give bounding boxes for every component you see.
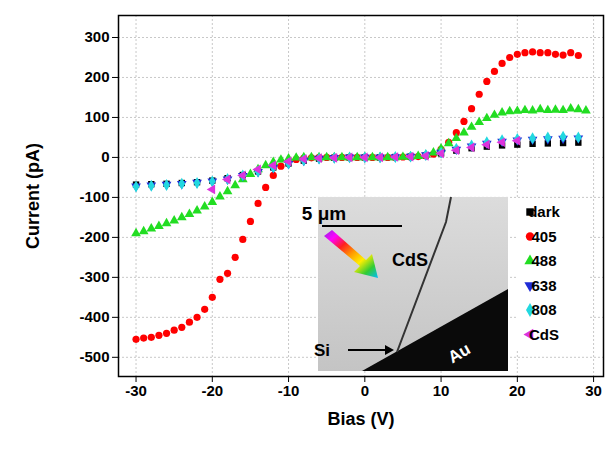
svg-text:-400: -400 [79, 308, 109, 325]
svg-text:10: 10 [433, 382, 450, 399]
svg-text:Au: Au [445, 339, 474, 367]
svg-text:100: 100 [84, 108, 109, 125]
svg-text:405: 405 [531, 228, 556, 245]
svg-text:dark: dark [528, 203, 560, 220]
svg-text:-30: -30 [125, 382, 147, 399]
svg-text:CdS: CdS [392, 250, 428, 270]
svg-text:5 μm: 5 μm [302, 203, 346, 224]
svg-text:Si: Si [314, 341, 330, 360]
svg-text:-500: -500 [79, 348, 109, 365]
svg-text:30: 30 [585, 382, 602, 399]
svg-text:300: 300 [84, 28, 109, 45]
svg-text:CdS: CdS [529, 326, 559, 343]
svg-text:488: 488 [531, 252, 556, 269]
svg-text:-300: -300 [79, 268, 109, 285]
svg-text:638: 638 [531, 277, 556, 294]
svg-text:200: 200 [84, 68, 109, 85]
svg-text:0: 0 [361, 382, 369, 399]
svg-text:Current (pA): Current (pA) [23, 143, 43, 249]
svg-text:808: 808 [531, 301, 556, 318]
svg-text:0: 0 [101, 148, 109, 165]
svg-text:-20: -20 [201, 382, 223, 399]
svg-text:-200: -200 [79, 228, 109, 245]
svg-text:Bias (V): Bias (V) [327, 409, 394, 429]
svg-text:20: 20 [509, 382, 526, 399]
svg-text:-100: -100 [79, 188, 109, 205]
svg-text:-10: -10 [278, 382, 300, 399]
